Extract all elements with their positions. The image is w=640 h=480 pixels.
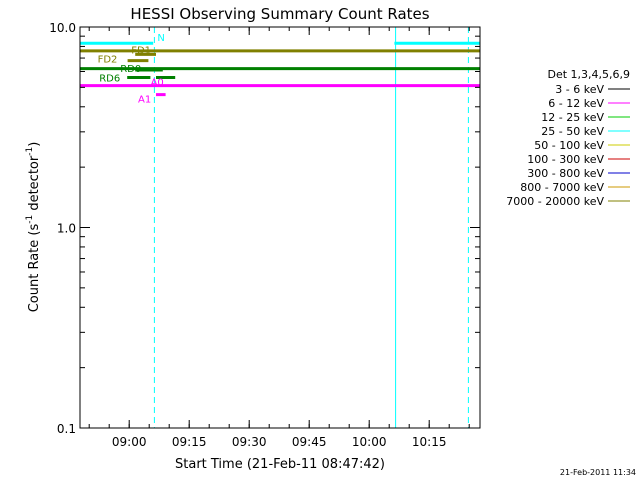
legend-label-0: 3 - 6 keV — [555, 83, 604, 96]
legend-label-6: 300 - 800 keV — [527, 167, 604, 180]
footer-timestamp: 21-Feb-2011 11:34 — [560, 468, 636, 477]
y-axis-label-part-3: -1 — [25, 147, 35, 156]
y-axis-label-part-1: -1 — [25, 215, 35, 224]
x-tick-label-4: 10:00 — [352, 435, 387, 449]
legend-label-3: 25 - 50 keV — [541, 125, 604, 138]
legend-title: Det 1,3,4,5,6,9 — [547, 68, 630, 81]
x-tick-label-5: 10:15 — [412, 435, 447, 449]
y-tick-label-0: 0.1 — [57, 422, 76, 436]
flag-label-fd1: FD1 — [131, 45, 151, 56]
flag-label-a0: A0 — [151, 78, 164, 89]
legend-label-5: 100 - 300 keV — [527, 153, 604, 166]
x-tick-label-2: 09:30 — [232, 435, 267, 449]
y-axis-label-part-2: detector — [27, 155, 42, 215]
x-tick-label-3: 09:45 — [292, 435, 327, 449]
y-axis-label-part-0: Count Rate (s — [27, 224, 42, 313]
x-tick-label-1: 09:15 — [172, 435, 207, 449]
plot-frame — [79, 26, 481, 429]
legend-label-1: 6 - 12 keV — [548, 97, 604, 110]
x-tick-label-0: 09:00 — [112, 435, 147, 449]
axes: 09:00 09:15 09:30 09:45 10:00 10:15 0.1 1.0 10.0 — [49, 21, 481, 449]
y-tick-label-1: 1.0 — [57, 222, 76, 236]
flag-label-n: N — [157, 33, 164, 44]
legend-label-7: 800 - 7000 keV — [520, 181, 604, 194]
legend-label-8: 7000 - 20000 keV — [506, 195, 604, 208]
legend-label-2: 12 - 25 keV — [541, 111, 604, 124]
y-tick-label-2: 10.0 — [49, 21, 76, 35]
flag-label-rd6: RD6 — [99, 73, 120, 84]
y-axis-label-part-4: ) — [27, 142, 42, 147]
flag-label-rd0: RD0 — [120, 64, 141, 75]
flag-label-fd2: FD2 — [98, 55, 118, 66]
legend-label-4: 50 - 100 keV — [534, 139, 604, 152]
flag-label-a1: A1 — [138, 95, 151, 106]
y-axis-label: Count Rate (s-1 detector-1) — [25, 142, 42, 313]
x-axis-label: Start Time (21-Feb-11 08:47:42) — [175, 457, 385, 472]
chart-title: HESSI Observing Summary Count Rates — [130, 5, 429, 23]
